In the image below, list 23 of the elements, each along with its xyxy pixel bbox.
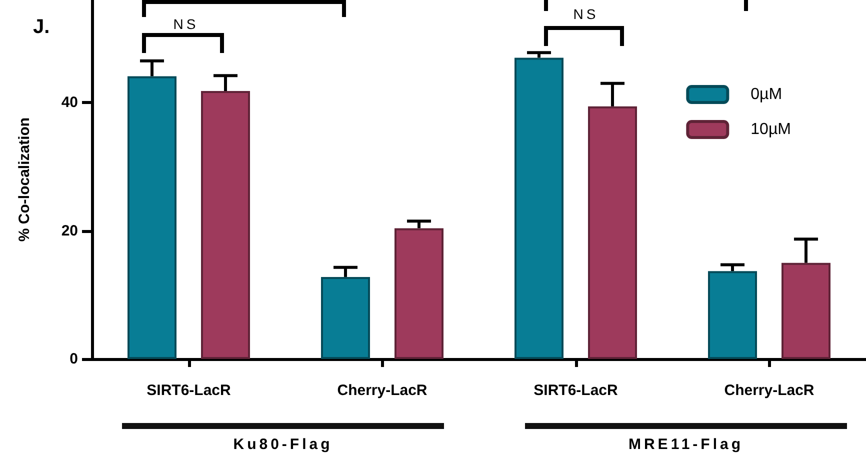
y-tick-label: 0 bbox=[70, 350, 78, 368]
bar bbox=[514, 58, 564, 359]
bar bbox=[128, 76, 176, 359]
text: Ku80-Flag bbox=[233, 436, 333, 453]
x-tick-label: Cherry-LacR bbox=[724, 382, 814, 399]
bar bbox=[588, 106, 637, 359]
text: MRE11-Flag bbox=[628, 436, 744, 453]
x-tick-label: SIRT6-LacR bbox=[146, 382, 232, 399]
legend-label: 10µM bbox=[750, 121, 791, 138]
y-axis-title: % Co-localization bbox=[16, 117, 33, 242]
bar bbox=[201, 91, 250, 359]
annotation: NS bbox=[173, 16, 199, 32]
bar bbox=[321, 276, 370, 359]
bar bbox=[782, 262, 830, 359]
text: J. bbox=[33, 16, 50, 38]
annotation: NS bbox=[573, 6, 599, 22]
y-tick-label: 20 bbox=[61, 222, 78, 240]
x-tick-label: Cherry-LacR bbox=[337, 382, 428, 399]
legend-label: 0µM bbox=[750, 86, 782, 103]
bar bbox=[394, 228, 444, 359]
y-tick-label: 40 bbox=[61, 94, 78, 112]
bar bbox=[708, 271, 757, 359]
x-tick-label: SIRT6-LacR bbox=[534, 382, 618, 399]
